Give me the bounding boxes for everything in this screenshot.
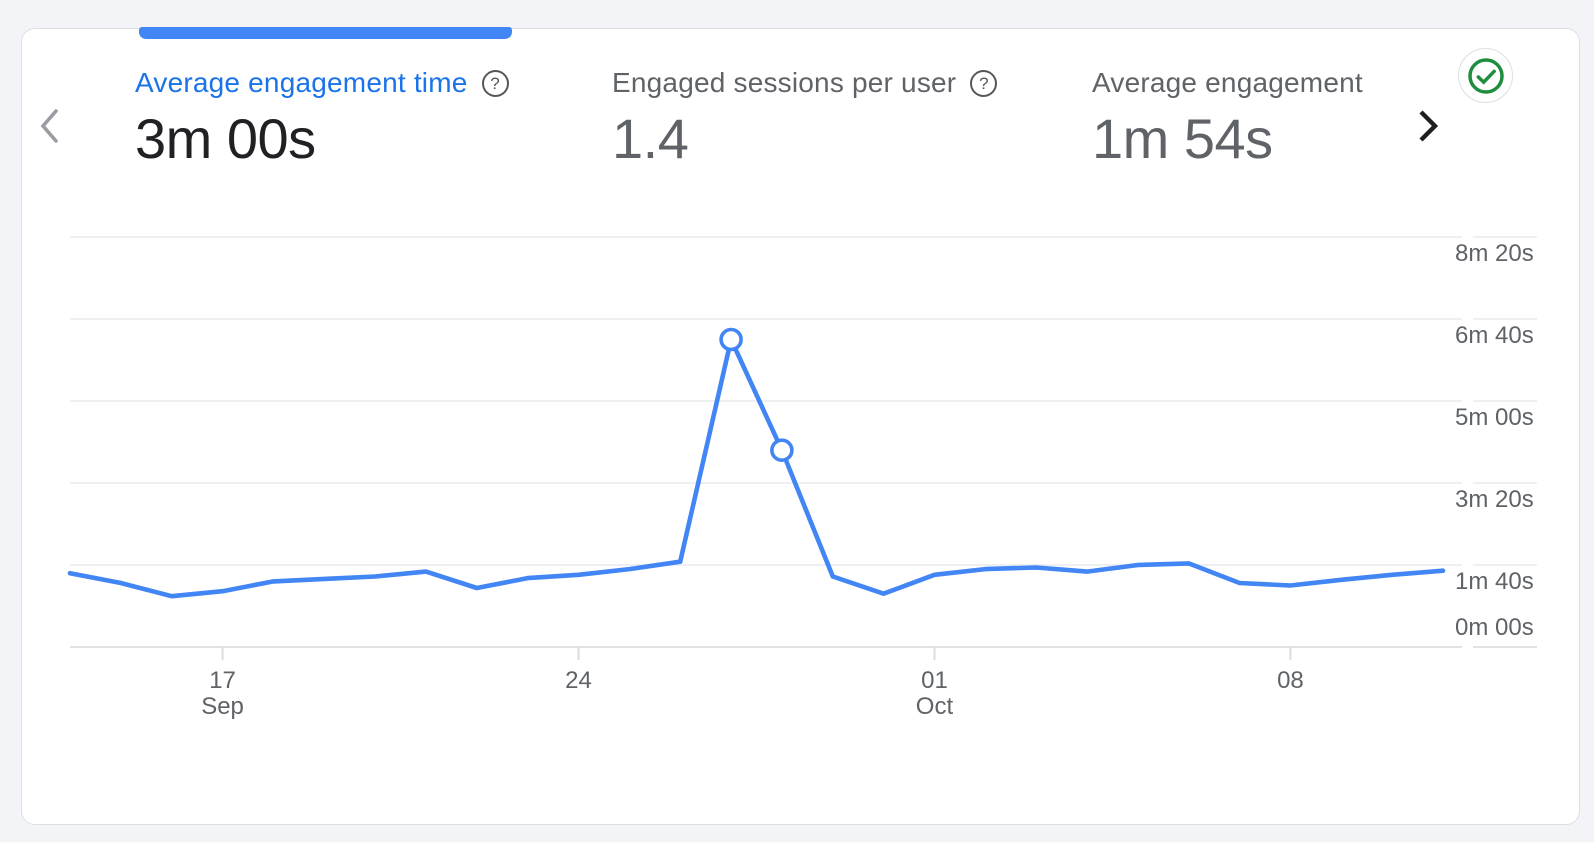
chart-line: [67, 337, 1446, 599]
help-icon[interactable]: ?: [481, 69, 509, 97]
question-mark-glyph: ?: [490, 73, 500, 93]
next-metrics-button[interactable]: [1406, 105, 1448, 147]
metric-label: Engaged sessions per user: [612, 67, 957, 98]
x-axis-label: 24: [565, 667, 592, 694]
metric-tab-average-engagement[interactable]: Average engagement 1m 54s: [1092, 66, 1363, 168]
data-status-button[interactable]: [1458, 48, 1513, 103]
y-axis-label: 5m 00s: [1455, 404, 1534, 431]
metric-value: 1m 54s: [1092, 107, 1273, 168]
data-point-marker[interactable]: [770, 438, 794, 463]
y-axis-label: 0m 00s: [1455, 614, 1534, 641]
question-mark-glyph: ?: [979, 73, 989, 93]
check-circle-icon: [1467, 57, 1504, 94]
help-icon[interactable]: ?: [970, 69, 998, 97]
metric-label-row: Engaged sessions per user ?: [612, 66, 998, 100]
active-tab-indicator: [139, 27, 512, 39]
x-axis-label: 17: [209, 667, 236, 694]
y-axis-label: 6m 40s: [1455, 322, 1534, 349]
previous-metrics-button[interactable]: [30, 104, 70, 148]
metric-value: 3m 00s: [135, 107, 316, 170]
y-axis-label: 8m 20s: [1455, 240, 1534, 267]
metric-label-row: Average engagement: [1092, 66, 1363, 100]
x-axis-sublabel: Sep: [201, 693, 244, 720]
data-point-marker[interactable]: [719, 327, 743, 352]
metric-label: Average engagement time: [135, 67, 468, 98]
x-axis-sublabel: Oct: [916, 693, 954, 720]
x-axis-label: 01: [921, 667, 948, 694]
metric-value: 1.4: [612, 107, 689, 170]
x-axis-label: 08: [1277, 667, 1304, 694]
y-axis-label: 3m 20s: [1455, 486, 1534, 513]
metric-label-row: Average engagement time ?: [135, 66, 509, 100]
chevron-left-icon: [40, 109, 58, 143]
metric-label: Average engagement: [1092, 67, 1363, 98]
chevron-right-icon: [1419, 110, 1439, 142]
y-axis-label: 1m 40s: [1455, 568, 1534, 595]
metrics-chart-card: [21, 28, 1580, 825]
metric-tab-engaged-sessions-per-user[interactable]: Engaged sessions per user ? 1.4: [612, 66, 998, 170]
metric-tab-average-engagement-time[interactable]: Average engagement time ? 3m 00s: [135, 66, 509, 168]
